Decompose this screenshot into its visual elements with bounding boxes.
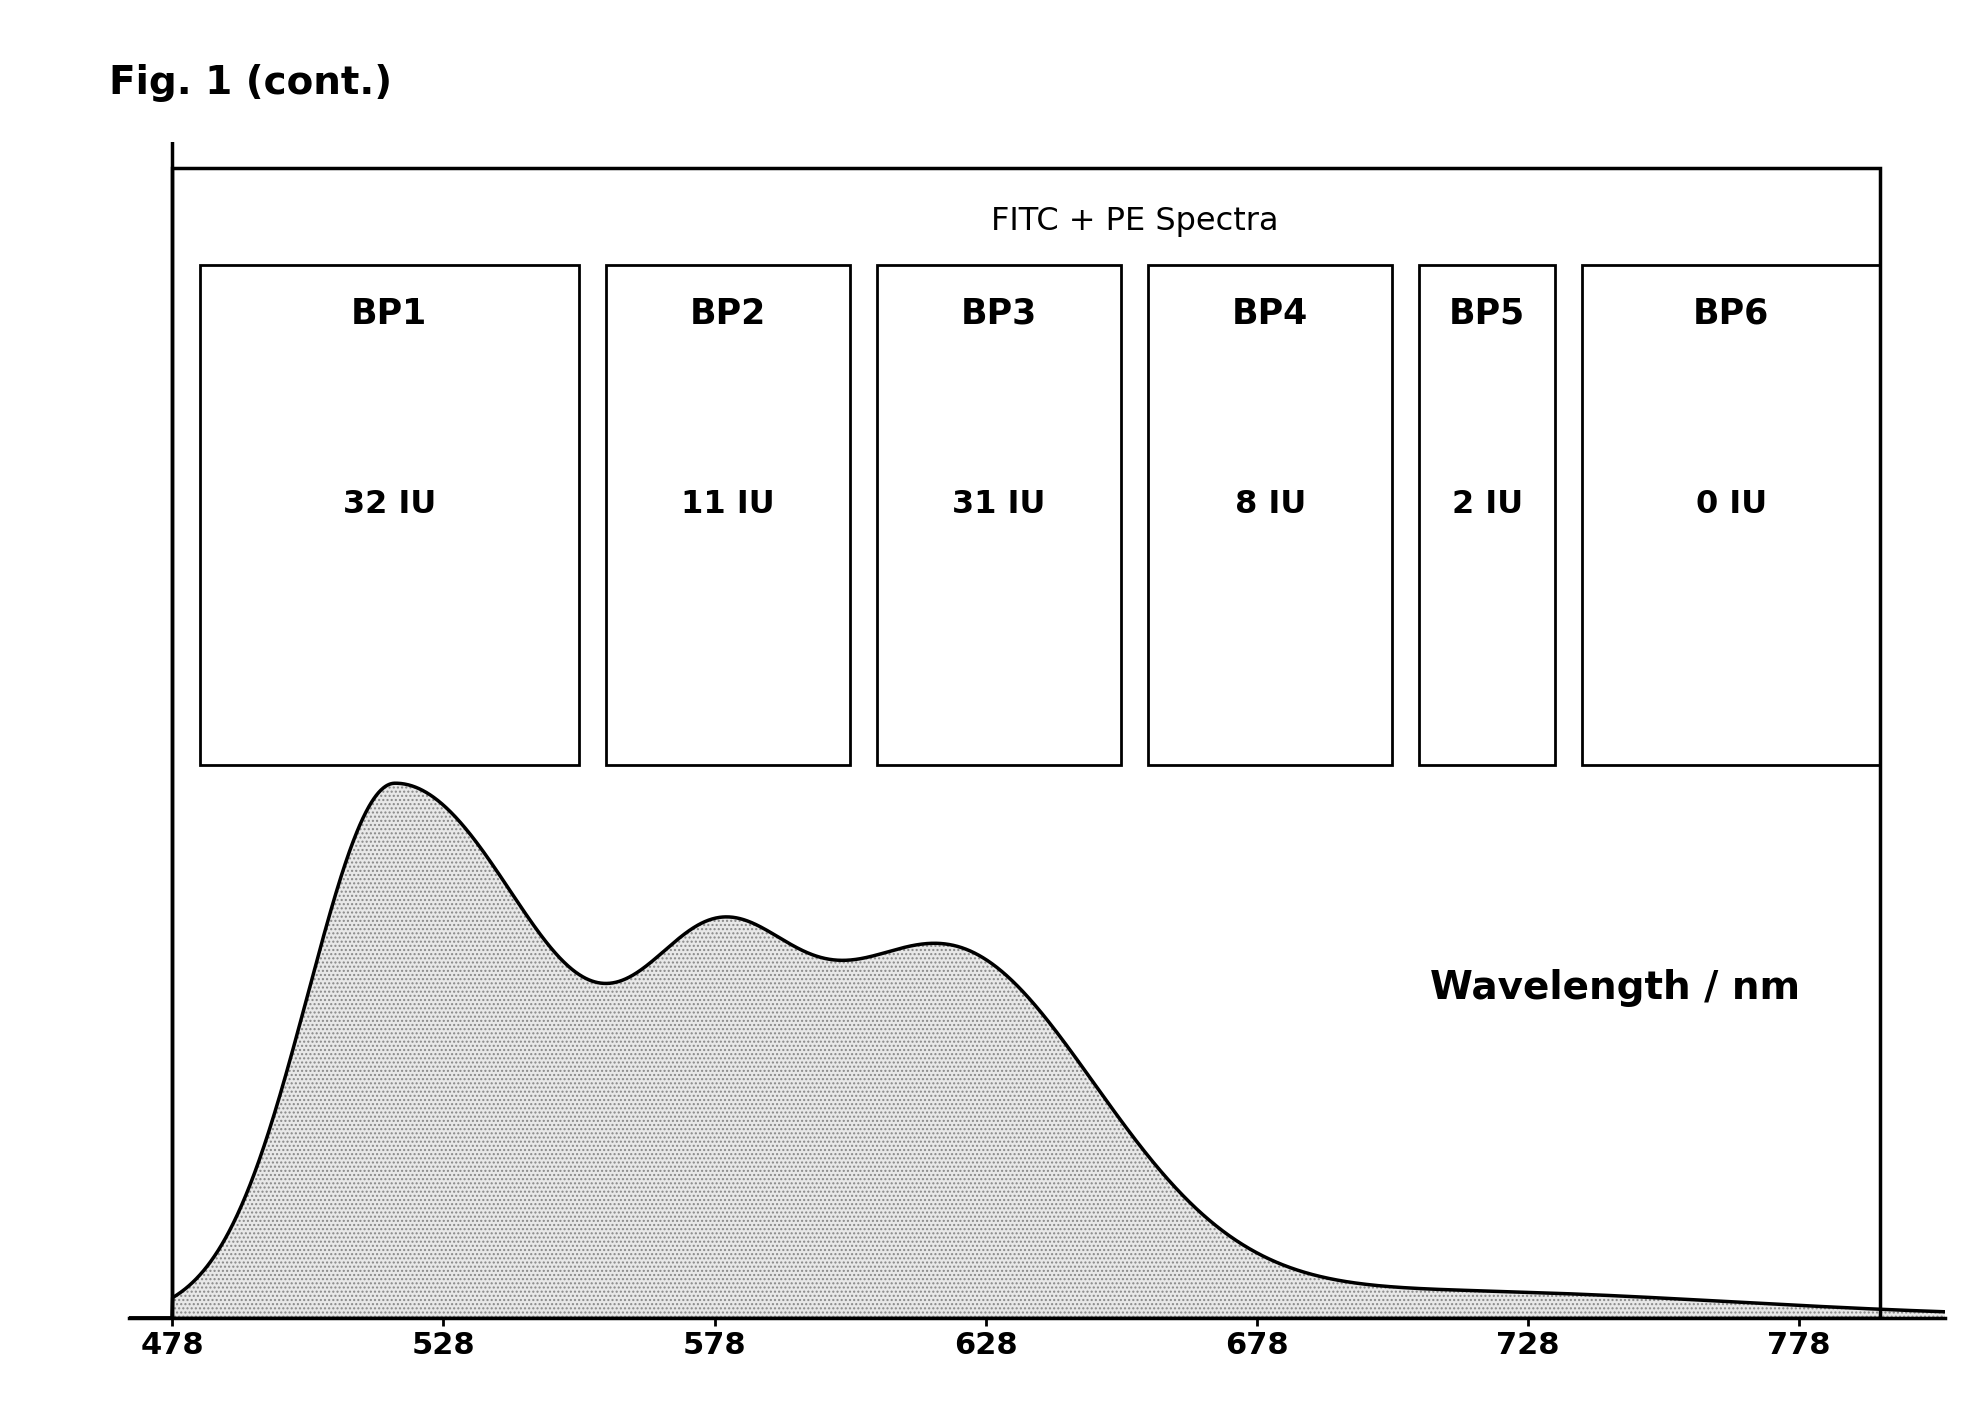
Text: 31 IU: 31 IU	[953, 489, 1046, 520]
Text: 2 IU: 2 IU	[1451, 489, 1522, 520]
Text: FITC + PE Spectra: FITC + PE Spectra	[991, 205, 1278, 237]
Text: BP6: BP6	[1693, 296, 1769, 330]
Text: BP1: BP1	[351, 296, 427, 330]
Text: Fig. 1 (cont.): Fig. 1 (cont.)	[109, 64, 393, 102]
Text: 32 IU: 32 IU	[343, 489, 437, 520]
Bar	[200, 265, 580, 765]
Bar	[877, 265, 1122, 765]
Bar	[1147, 265, 1391, 765]
Text: BP5: BP5	[1449, 296, 1524, 330]
Bar	[1582, 265, 1880, 765]
Text: BP4: BP4	[1233, 296, 1308, 330]
Text: Wavelength / nm: Wavelength / nm	[1431, 969, 1800, 1007]
Text: 8 IU: 8 IU	[1235, 489, 1306, 520]
Text: 0 IU: 0 IU	[1695, 489, 1767, 520]
Bar	[1419, 265, 1554, 765]
Bar	[605, 265, 850, 765]
Text: BP2: BP2	[691, 296, 766, 330]
Text: BP3: BP3	[961, 296, 1038, 330]
Text: 11 IU: 11 IU	[681, 489, 774, 520]
